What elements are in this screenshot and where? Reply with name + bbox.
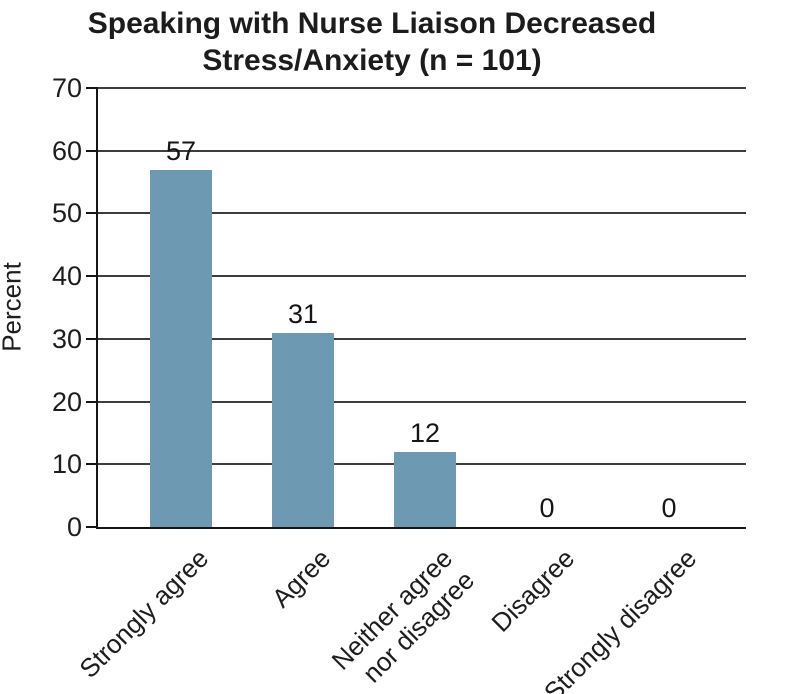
y-tick-30 [86,337,98,340]
plot-area: 0 10 20 30 40 50 60 70 57 31 12 0 0 Strongly agree Agr… [52,75,746,694]
gridline-60 [98,149,746,152]
bar-agree [272,332,334,527]
chart-title-line-1: Speaking with Nurse Liaison Decreased [87,7,657,40]
y-tick-10 [86,463,98,466]
chart-title: Speaking with Nurse Liaison Decreased St… [0,5,744,79]
y-tick-label-20: 20 [51,386,82,417]
y-tick-40 [86,275,98,278]
chart-title-line-2: Stress/Anxiety (n = 101) [202,44,542,77]
y-tick-label-0: 0 [66,512,82,542]
gridline-50 [98,212,746,215]
bar-value-label: 31 [287,298,319,329]
bar-strongly-agree [150,169,212,527]
bar-value-label: 57 [165,135,197,166]
y-tick-20 [86,400,98,403]
y-tick-label-50: 50 [51,198,82,229]
gridline-70 [98,87,746,89]
y-tick-50 [86,212,98,215]
y-tick-70 [86,87,98,89]
gridline-30 [98,337,746,340]
y-tick-0 [86,526,98,528]
bar-value-label: 0 [539,493,555,523]
bar-value-label: 12 [409,417,441,448]
y-tick-label-60: 60 [51,135,82,166]
gridline-40 [98,275,746,278]
x-tick-label-strongly-agree: Strongly agree [0,543,215,694]
y-tick-label-30: 30 [51,323,82,354]
bar-value-label: 0 [661,493,677,523]
y-tick-label-40: 40 [51,261,82,292]
y-tick-label-10: 10 [51,449,82,480]
bar-neither-agree-nor-disagree [394,451,456,527]
y-tick-label-70: 70 [51,73,82,103]
y-axis-label: Percent [0,262,27,352]
y-tick-60 [86,149,98,152]
gridline-20 [98,400,746,403]
x-tick-label-line: Strongly agree [73,543,215,684]
